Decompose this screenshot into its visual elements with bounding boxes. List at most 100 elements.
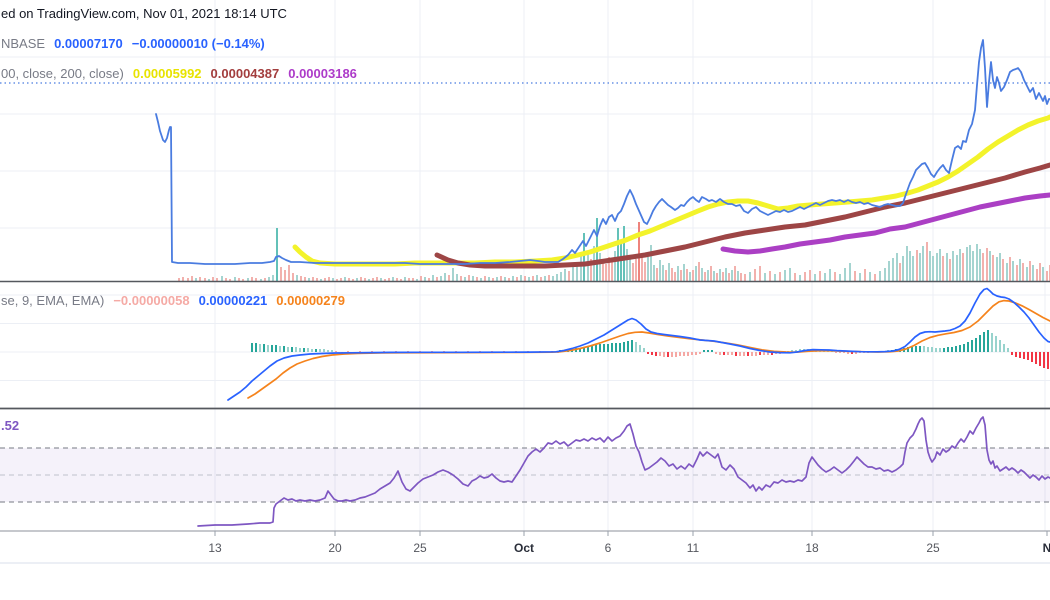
volume-bar (982, 253, 984, 281)
volume-bar (255, 278, 257, 281)
volume-bar (749, 272, 751, 281)
volume-bar (412, 278, 414, 281)
volume-bar (187, 278, 189, 281)
macd-histogram-bar (667, 352, 669, 357)
macd-histogram-bar (711, 350, 713, 352)
volume-bar (1016, 265, 1018, 281)
macd-histogram-bar (727, 352, 729, 355)
ema-slow-line (720, 192, 1050, 255)
volume-bar (552, 276, 554, 281)
volume-bar (1042, 267, 1044, 281)
volume-bar (216, 278, 218, 281)
rsi-legend[interactable]: .52 (1, 418, 28, 433)
volume-bar (956, 255, 958, 281)
macd-histogram-bar (291, 347, 293, 352)
volume-bar (536, 275, 538, 281)
macd-histogram-bar (283, 346, 285, 352)
volume-bar (304, 277, 306, 281)
volume-bar (754, 269, 756, 281)
volume-bar (1012, 261, 1014, 281)
volume-bar (952, 251, 954, 281)
volume-bar (701, 268, 703, 281)
macd-histogram-bar (795, 350, 797, 352)
volume-bar (1022, 263, 1024, 281)
macd-histogram-bar (1011, 352, 1013, 355)
volume-bar (284, 270, 286, 281)
volume-bar (580, 256, 582, 281)
volume-bar (874, 274, 876, 281)
volume-bar (779, 272, 781, 281)
volume-bar (448, 275, 450, 281)
macd-histogram-bar (299, 348, 301, 352)
price-change-value: −0.00000010 (−0.14%) (131, 36, 265, 51)
macd-histogram-bar (743, 352, 745, 356)
macd-histogram-bar (843, 352, 845, 353)
volume-bar (328, 277, 330, 281)
volume-bar (932, 256, 934, 281)
volume-bar (623, 226, 625, 281)
volume-bar (400, 279, 402, 281)
volume-bar (500, 276, 502, 281)
volume-bar (1002, 259, 1004, 281)
volume-bar (909, 251, 911, 281)
volume-bar (734, 266, 736, 281)
macd-histogram-bar (635, 342, 637, 352)
volume-bar (576, 263, 578, 281)
volume-bar (599, 253, 601, 281)
volume-bar (352, 279, 354, 281)
macd-histogram-bar (839, 352, 841, 353)
macd-histogram-bar (615, 343, 617, 352)
macd-histogram-bar (279, 346, 281, 352)
macd-legend[interactable]: se, 9, EMA, EMA) −0.00000058 0.00000221 0.0… (1, 293, 354, 308)
volume-bar (316, 278, 318, 281)
volume-bar (728, 273, 730, 281)
macd-histogram-bar (915, 346, 917, 352)
macd-histogram-bar (747, 352, 749, 356)
volume-bar (939, 249, 941, 281)
macd-settings-fragment: se, 9, EMA, EMA) (1, 293, 105, 308)
macd-histogram-bar (995, 336, 997, 352)
macd-histogram-bar (975, 338, 977, 352)
volume-bar (300, 276, 302, 281)
volume-bar (420, 276, 422, 281)
time-axis-label: 6 (604, 541, 612, 555)
macd-histogram-bar (271, 345, 273, 352)
volume-bar (221, 276, 223, 281)
volume-bar (804, 272, 806, 281)
volume-bar (888, 261, 890, 281)
volume-bar (564, 269, 566, 281)
volume-bar (292, 273, 294, 281)
macd-signal-value: 0.00000279 (276, 293, 345, 308)
ema-slow-value: 0.00003186 (288, 66, 357, 81)
volume-bar (626, 249, 628, 281)
volume-bar (212, 277, 214, 281)
volume-bar (1032, 265, 1034, 281)
macd-histogram-bar (1031, 352, 1033, 362)
volume-bar (528, 277, 530, 281)
volume-bar (899, 263, 901, 281)
volume-bar (906, 246, 908, 281)
macd-histogram-bar (935, 348, 937, 352)
ema-legend[interactable]: 00, close, 200, close) 0.00005992 0.000043… (1, 66, 366, 81)
volume-bar (764, 273, 766, 281)
volume-bar (662, 265, 664, 281)
macd-signal-line (247, 299, 1050, 399)
volume-bar (725, 268, 727, 281)
volume-bar (340, 278, 342, 281)
symbol-legend[interactable]: NBASE 0.00007170 −0.00000010 (−0.14%) (1, 36, 274, 51)
macd-histogram-bar (699, 352, 701, 354)
volume-bar (992, 255, 994, 281)
volume-bar (225, 278, 227, 281)
ema-mid-value: 0.00004387 (210, 66, 280, 81)
macd-histogram-bar (643, 348, 645, 352)
volume-bar (464, 277, 466, 281)
volume-bar (572, 267, 574, 281)
macd-histogram-bar (1047, 352, 1049, 369)
macd-histogram-bar (999, 340, 1001, 352)
volume-bar (1039, 263, 1041, 281)
volume-bar (516, 277, 518, 281)
volume-bar (942, 256, 944, 281)
volume-bar (583, 233, 585, 281)
